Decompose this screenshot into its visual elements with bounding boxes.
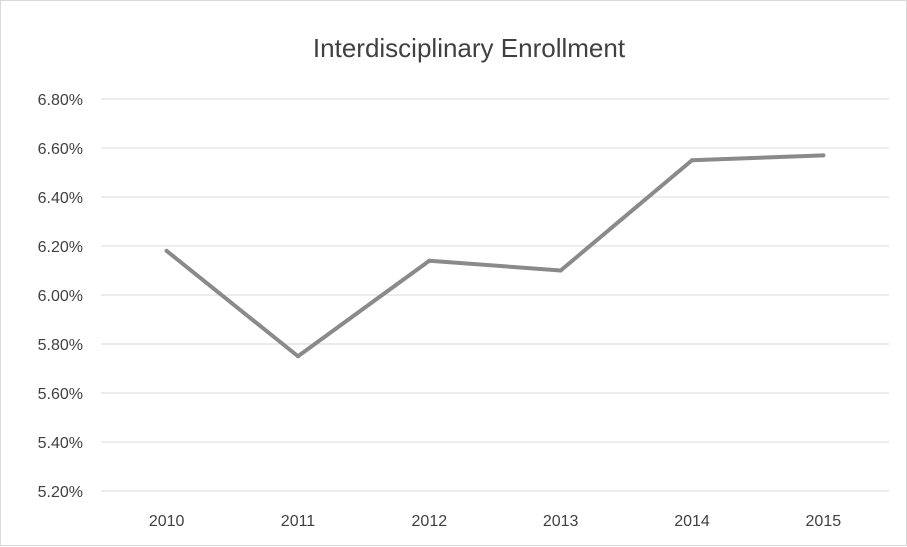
x-tick-label: 2015 [806,513,842,530]
x-tick-label: 2013 [543,513,579,530]
data-point [690,158,694,163]
y-tick-label: 5.20% [38,484,83,501]
y-tick-label: 6.20% [38,239,83,256]
y-tick-label: 5.80% [38,337,83,354]
x-tick-label: 2011 [281,513,316,530]
y-tick-label: 6.40% [38,190,83,207]
y-tick-label: 5.60% [38,386,83,403]
chart-title: Interdisciplinary Enrollment [313,33,626,63]
data-point [427,258,432,263]
y-tick-label: 6.80% [38,92,83,109]
y-tick-label: 5.40% [38,435,83,452]
data-point [558,268,563,273]
data-point [164,248,169,253]
series-line [164,153,826,359]
x-tick-label: 2012 [412,513,448,530]
data-point [821,153,826,158]
x-tick-label: 2014 [674,513,710,530]
y-tick-label: 6.60% [38,141,83,158]
gridlines [101,98,889,492]
x-tick-label: 2010 [149,513,185,530]
data-point [296,354,300,359]
y-axis-ticks: 5.20% 5.40% 5.60% 5.80% 6.00% 6.20% 6.40% 6.60%… [38,92,83,501]
y-tick-label: 6.00% [38,288,83,305]
series-layer [164,153,826,359]
x-axis-ticks: 2010 2011 2012 2013 2014 2015 [149,513,841,530]
